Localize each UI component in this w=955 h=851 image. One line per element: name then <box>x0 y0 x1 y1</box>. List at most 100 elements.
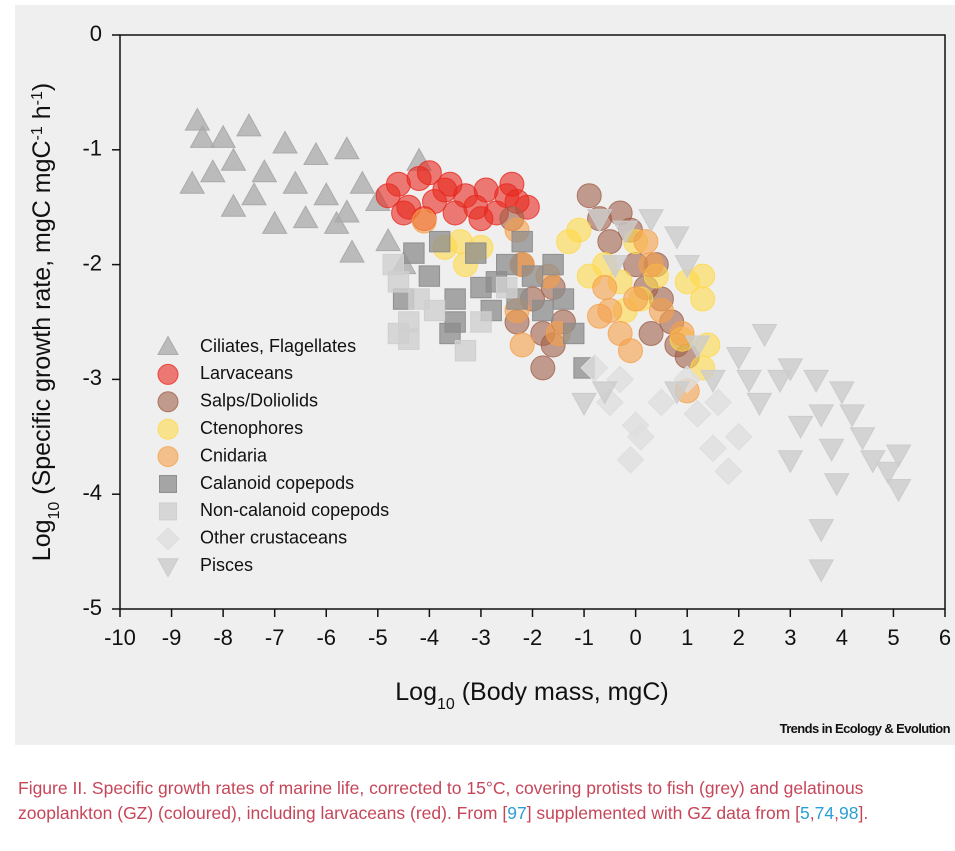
data-point <box>684 335 711 359</box>
data-point <box>530 355 556 381</box>
data-point <box>664 226 690 250</box>
data-point <box>839 404 866 428</box>
data-point <box>272 130 298 154</box>
data-point <box>617 338 643 364</box>
data-point <box>566 217 592 243</box>
legend-marker <box>157 558 179 578</box>
legend-marker <box>156 527 180 551</box>
legend-label: Pisces <box>200 555 253 575</box>
reference-link[interactable]: 98 <box>838 803 859 823</box>
data-point <box>563 322 585 345</box>
x-tick-label: -6 <box>316 625 336 650</box>
data-point <box>690 263 716 289</box>
caption-text: ] supplemented with GZ data from [ <box>526 803 801 823</box>
data-point <box>623 286 649 312</box>
legend-marker <box>157 335 179 355</box>
data-point <box>375 228 401 252</box>
data-point <box>736 369 762 394</box>
y-tick-label: -5 <box>82 595 102 620</box>
x-axis-label: Log10 (Body mass, mgC) <box>395 678 668 713</box>
data-point <box>885 478 912 503</box>
data-point <box>808 519 835 543</box>
x-tick-label: 3 <box>784 625 796 650</box>
legend-label: Calanoid copepods <box>200 473 354 493</box>
data-point <box>521 265 544 287</box>
xlabel-part: 10 <box>437 696 455 713</box>
data-point <box>349 170 376 194</box>
data-point <box>282 170 309 194</box>
y-tick-label: -3 <box>82 365 102 390</box>
data-point <box>403 242 425 264</box>
x-tick-label: -3 <box>471 625 491 650</box>
data-point <box>189 124 216 148</box>
data-point <box>591 381 618 405</box>
data-point <box>470 311 492 333</box>
x-tick-label: -10 <box>104 625 136 650</box>
legend-marker <box>157 391 179 413</box>
data-point <box>439 322 461 345</box>
data-point <box>683 399 712 428</box>
legend-label: Non-calanoid copepods <box>200 500 389 520</box>
data-point <box>638 320 664 346</box>
data-point <box>638 209 664 233</box>
data-point <box>313 182 340 206</box>
data-point <box>184 107 211 131</box>
data-point <box>571 392 597 416</box>
data-point <box>179 170 206 194</box>
x-tick-label: 2 <box>733 625 745 650</box>
data-point <box>699 434 727 463</box>
reference-link[interactable]: 97 <box>507 803 527 823</box>
ylabel-part: 10 <box>46 502 63 520</box>
xlabel-part: (Body mass, mgC) <box>455 678 669 706</box>
legend-marker <box>157 418 179 440</box>
ylabel-part: h <box>28 105 56 126</box>
legend-marker <box>157 363 179 385</box>
y-tick-label: -2 <box>82 250 102 275</box>
data-point <box>808 404 835 428</box>
data-point <box>586 209 613 233</box>
legend-marker <box>159 502 177 521</box>
data-point <box>465 242 487 264</box>
caption-text: Figure II. Specific growth rates of mari… <box>18 778 864 823</box>
x-tick-label: -7 <box>265 625 285 650</box>
data-point <box>674 255 701 279</box>
data-point <box>292 205 319 229</box>
caption-text: , <box>809 803 815 823</box>
data-point <box>303 141 329 166</box>
data-point <box>532 299 554 322</box>
data-point <box>597 229 623 255</box>
data-point <box>387 271 410 293</box>
data-point <box>767 369 793 394</box>
data-point <box>411 208 437 234</box>
data-point <box>808 559 835 583</box>
caption-text: ]. <box>858 803 869 823</box>
chart: Log10 (Body mass, mgC) Log10 (Specific g… <box>28 21 951 736</box>
data-point <box>454 340 477 362</box>
data-point <box>746 392 773 416</box>
legend-label: Ctenophores <box>200 418 303 438</box>
legend-label: Salps/Doliolids <box>200 391 318 411</box>
data-point <box>423 299 446 322</box>
data-point <box>648 298 674 324</box>
reference-link[interactable]: 5 <box>800 803 810 823</box>
x-tick-label: 6 <box>939 625 951 650</box>
caption: Figure II. Specific growth rates of mari… <box>18 776 953 826</box>
data-point <box>323 210 350 234</box>
ylabel-part: -1 <box>29 126 46 140</box>
data-point <box>416 160 442 186</box>
reference-link[interactable]: 74 <box>814 803 835 823</box>
data-point <box>787 415 814 439</box>
data-point <box>859 450 886 474</box>
data-point <box>885 444 912 468</box>
data-point <box>626 422 655 451</box>
data-point <box>725 346 752 371</box>
data-point <box>724 422 753 451</box>
data-point <box>704 388 733 417</box>
legend-label: Other crustaceans <box>200 528 347 548</box>
data-point <box>647 388 676 417</box>
data-point <box>334 136 360 160</box>
data-point <box>199 159 226 183</box>
data-point <box>542 253 564 276</box>
x-tick-label: 5 <box>887 625 899 650</box>
